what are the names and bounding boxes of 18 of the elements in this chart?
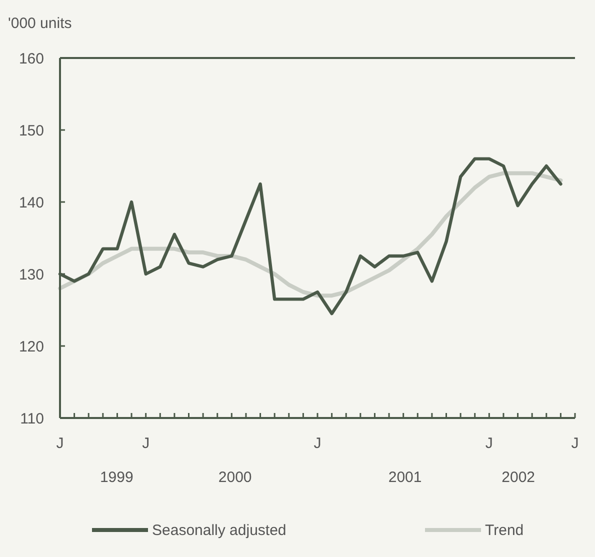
y-tick-label: 140 (18, 194, 44, 212)
y-axis-title: '000 units (8, 15, 72, 32)
text: 2001 (388, 469, 422, 486)
x-tick-label: J (142, 435, 150, 452)
x-tick-label: J (571, 435, 579, 452)
x-tick-label: J (314, 435, 322, 452)
x-tick-label: J (56, 435, 64, 452)
legend-label: Seasonally adjusted (152, 522, 286, 539)
y-tick-label: 130 (18, 266, 44, 284)
text: 2002 (502, 469, 536, 486)
legend-label: Trend (485, 522, 524, 539)
text: 2000 (218, 469, 252, 486)
y-tick-label: 110 (20, 410, 44, 428)
text: 1999 (100, 469, 134, 486)
y-tick-label: 150 (18, 122, 44, 140)
x-tick-label: J (485, 435, 493, 452)
y-tick-label: 120 (18, 338, 44, 356)
y-tick-label: 160 (18, 50, 44, 68)
